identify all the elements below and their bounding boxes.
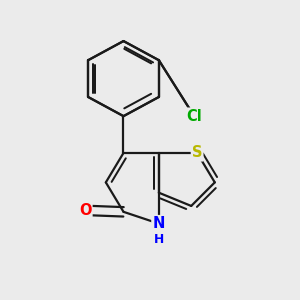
Text: S: S (192, 146, 202, 160)
Text: N: N (153, 216, 165, 231)
Text: Cl: Cl (186, 109, 202, 124)
Text: O: O (79, 203, 92, 218)
Text: H: H (154, 233, 164, 246)
Text: N: N (153, 216, 165, 231)
